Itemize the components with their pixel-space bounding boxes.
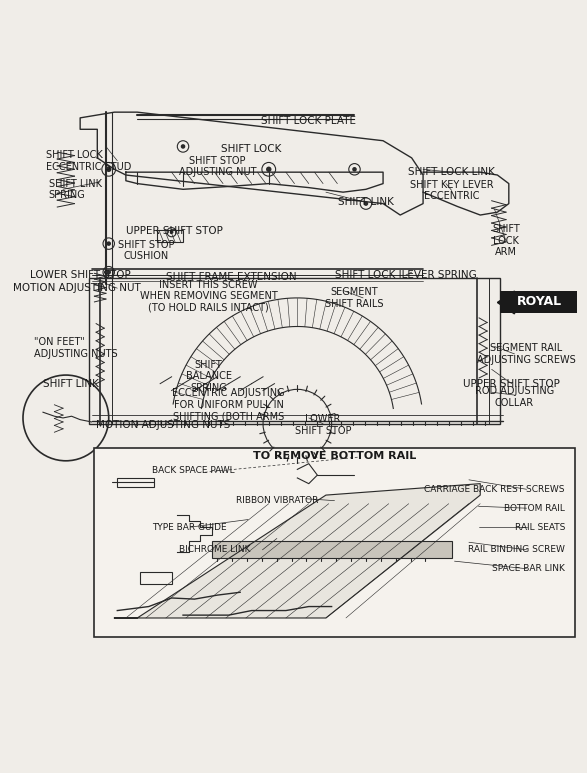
Text: BICHROME LINK: BICHROME LINK xyxy=(178,545,250,554)
Text: SHIFT LOCK LINK: SHIFT LOCK LINK xyxy=(408,167,495,177)
Text: SEGMENT
SHIFT RAILS: SEGMENT SHIFT RAILS xyxy=(325,287,384,308)
Text: CARRIAGE BACK REST SCREWS: CARRIAGE BACK REST SCREWS xyxy=(424,485,565,494)
Text: TO REMOVE BOTTOM RAIL: TO REMOVE BOTTOM RAIL xyxy=(253,451,416,461)
Bar xyxy=(140,572,171,584)
Text: INSERT THIS SCREW
WHEN REMOVING SEGMENT
(TO HOLD RAILS INTACT): INSERT THIS SCREW WHEN REMOVING SEGMENT … xyxy=(140,280,278,313)
Text: SHIFT LOCK: SHIFT LOCK xyxy=(221,145,282,155)
Text: MOTION ADJUSTING NUTS: MOTION ADJUSTING NUTS xyxy=(96,421,230,431)
Text: ECCENTRIC ADJUSTING
FOR UNIFORM PULL IN
SHIFTING (BOTH ARMS: ECCENTRIC ADJUSTING FOR UNIFORM PULL IN … xyxy=(173,388,285,421)
Text: RAIL SEATS: RAIL SEATS xyxy=(515,523,565,532)
Circle shape xyxy=(352,167,357,172)
Circle shape xyxy=(106,270,111,274)
Text: SEGMENT RAIL
ADJUSTING SCREWS: SEGMENT RAIL ADJUSTING SCREWS xyxy=(477,343,575,365)
Text: UPPER SHIFT STOP: UPPER SHIFT STOP xyxy=(126,226,223,236)
Text: TYPE BAR GUIDE: TYPE BAR GUIDE xyxy=(152,523,227,532)
Circle shape xyxy=(106,241,111,246)
Text: SHIFT LOCK PLATE: SHIFT LOCK PLATE xyxy=(261,116,356,126)
Text: RAIL BINDING SCREW: RAIL BINDING SCREW xyxy=(468,545,565,554)
FancyArrow shape xyxy=(497,291,529,314)
Circle shape xyxy=(181,144,185,148)
Text: SHIFT LINK
SPRING: SHIFT LINK SPRING xyxy=(49,179,102,200)
Text: LOWER SHIFT STOP: LOWER SHIFT STOP xyxy=(30,270,130,280)
Circle shape xyxy=(266,166,272,172)
Text: BOTTOM RAIL: BOTTOM RAIL xyxy=(504,504,565,512)
Text: SHIFT LINK: SHIFT LINK xyxy=(338,197,394,207)
Text: ROYAL: ROYAL xyxy=(517,295,562,308)
Bar xyxy=(157,230,183,242)
Text: SHIFT STOP
CUSHION: SHIFT STOP CUSHION xyxy=(117,240,174,261)
Bar xyxy=(89,278,500,424)
Text: SHIFT
LOCK
ARM: SHIFT LOCK ARM xyxy=(492,224,520,257)
Text: RIBBON VIBRATOR: RIBBON VIBRATOR xyxy=(236,496,318,505)
Text: BACK SPACE PAWL: BACK SPACE PAWL xyxy=(152,466,235,475)
Text: SHIFT STOP
ADJUSTING NUT: SHIFT STOP ADJUSTING NUT xyxy=(178,155,256,177)
Text: SPACE BAR LINK: SPACE BAR LINK xyxy=(492,564,565,574)
Text: "ON FEET"
ADJUSTING NUTS: "ON FEET" ADJUSTING NUTS xyxy=(35,337,118,359)
Circle shape xyxy=(363,201,368,206)
Text: SHIFT
BALANCE
SPRING: SHIFT BALANCE SPRING xyxy=(185,359,232,393)
Bar xyxy=(117,478,154,486)
Circle shape xyxy=(170,230,173,234)
Text: LOWER
SHIFT STOP: LOWER SHIFT STOP xyxy=(295,414,351,436)
Text: SHIFT LINK: SHIFT LINK xyxy=(43,379,99,389)
Bar xyxy=(500,291,578,313)
Circle shape xyxy=(106,166,112,172)
Bar xyxy=(95,448,575,637)
Text: SHIFT LOCK
ECCENTRIC STUD: SHIFT LOCK ECCENTRIC STUD xyxy=(46,150,131,172)
Text: UPPER SHIFT STOP: UPPER SHIFT STOP xyxy=(463,379,560,389)
Text: SHIFT FRAME EXTENSION: SHIFT FRAME EXTENSION xyxy=(166,272,297,282)
Text: SHIFT LOCK ILEVER SPRING: SHIFT LOCK ILEVER SPRING xyxy=(335,270,477,280)
Text: SHIFT KEY LEVER
ECCENTRIC: SHIFT KEY LEVER ECCENTRIC xyxy=(410,179,494,201)
Polygon shape xyxy=(114,484,480,618)
Bar xyxy=(23,107,572,449)
Text: ROD ADJUSTING
COLLAR: ROD ADJUSTING COLLAR xyxy=(475,386,554,407)
Bar xyxy=(211,541,451,558)
Text: MOTION ADJUSTING NUT: MOTION ADJUSTING NUT xyxy=(14,283,141,293)
